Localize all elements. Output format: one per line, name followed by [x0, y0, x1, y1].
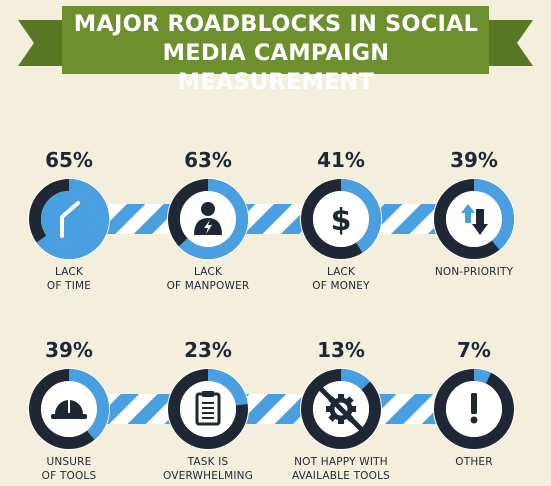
category-label: OTHER	[455, 456, 493, 468]
ring-value-arc	[340, 369, 371, 391]
title-line-2: MEDIA CAMPAIGN MEASUREMENT	[162, 40, 390, 95]
category-label-line: AVAILABLE TOOLS	[292, 470, 390, 482]
ring-center	[313, 191, 369, 247]
ring-center	[41, 191, 97, 247]
category-label: LACK OF TIME	[47, 266, 91, 292]
page-title: MAJOR ROADBLOCKS IN SOCIAL MEDIA CAMPAIG…	[62, 10, 490, 97]
up-down-arrows-icon	[461, 204, 488, 235]
roadblock-item-3: $41% LACK OF MONEY	[300, 148, 382, 292]
roadblock-item-6: 23% TASK IS OVERWHELMING	[163, 338, 253, 482]
value-label: 13%	[317, 338, 365, 362]
hard-hat-icon	[51, 400, 87, 419]
category-label: UNSURE OF TOOLS	[42, 456, 97, 482]
category-label: NON-PRIORITY	[435, 266, 514, 278]
category-label: NOT HAPPY WITH AVAILABLE TOOLS	[292, 456, 390, 482]
category-label-line: OVERWHELMING	[163, 470, 253, 482]
category-label-line: NON-PRIORITY	[435, 266, 514, 278]
category-label-line: OF TIME	[47, 280, 91, 292]
chart-marks: 65% LACK OF TIME 63% LACK OF MANPOWER $41% LACK…	[28, 148, 515, 482]
clipboard-icon	[195, 391, 221, 426]
category-label-line: TASK IS	[187, 456, 229, 468]
banner-plate	[62, 6, 489, 74]
roadblock-item-4: 39% NON-PRIORITY	[433, 148, 515, 278]
ring-value-arc	[207, 369, 248, 406]
category-label-line: NOT HAPPY WITH	[294, 456, 388, 468]
value-label: 65%	[45, 148, 93, 172]
ring-value-arc	[473, 369, 492, 384]
ring-value-arc	[178, 179, 248, 259]
ring-center	[446, 191, 502, 247]
exclamation-icon	[470, 393, 478, 424]
roadblock-item-1: 65% LACK OF TIME	[28, 148, 110, 292]
stripe-band-1	[69, 204, 474, 234]
category-label-line: OF TOOLS	[42, 470, 97, 482]
category-label-line: LACK	[194, 266, 223, 278]
category-label-line: LACK	[327, 266, 356, 278]
stripe-bands	[69, 204, 474, 424]
category-label: LACK OF MANPOWER	[167, 266, 250, 292]
roadblock-item-2: 63% LACK OF MANPOWER	[167, 148, 250, 292]
ring-value-arc	[473, 179, 514, 250]
category-label-line: OF MONEY	[312, 280, 370, 292]
no-gear-icon	[319, 387, 363, 431]
category-label-line: UNSURE	[46, 456, 91, 468]
category-label-line: LACK	[55, 266, 84, 278]
value-label: 63%	[184, 148, 232, 172]
value-label: 41%	[317, 148, 365, 172]
svg-text:$: $	[331, 203, 352, 238]
worker-icon	[194, 202, 222, 235]
roadblock-item-8: 7% OTHER	[433, 338, 515, 468]
ring-value-arc	[68, 369, 109, 440]
value-label: 39%	[450, 148, 498, 172]
category-label-line: OTHER	[455, 456, 493, 468]
clock-hand-icon	[60, 201, 80, 238]
banner-ribbon-left	[18, 20, 72, 66]
category-label: TASK IS OVERWHELMING	[163, 456, 253, 482]
title-banner	[18, 6, 533, 74]
roadblock-item-5: 39% UNSURE OF TOOLS	[28, 338, 110, 482]
category-label: LACK OF MONEY	[312, 266, 370, 292]
stripe-band-2	[69, 394, 474, 424]
dollar-icon: $	[331, 203, 352, 238]
ring-value-arc	[340, 179, 381, 253]
roadblock-item-7: 13% NOT HAPPY WITH AVAILABLE TOOLS	[292, 338, 390, 482]
category-label-line: OF MANPOWER	[167, 280, 250, 292]
value-label: 7%	[457, 338, 491, 362]
title-line-1: MAJOR ROADBLOCKS IN SOCIAL	[73, 11, 479, 37]
ring-value-arc	[36, 179, 109, 259]
value-label: 39%	[45, 338, 93, 362]
value-label: 23%	[184, 338, 232, 362]
banner-ribbon-right	[479, 20, 533, 66]
